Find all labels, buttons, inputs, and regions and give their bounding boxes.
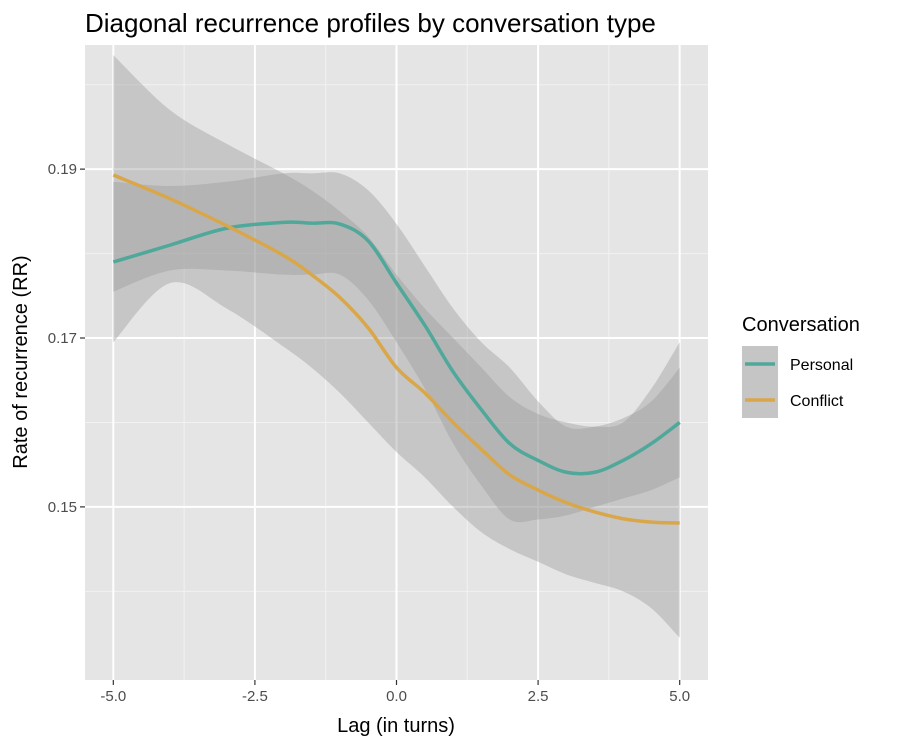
legend-label-personal: Personal: [790, 357, 853, 374]
x-tick-label: 2.5: [528, 688, 549, 705]
y-axis: 0.15 0.17 0.19: [48, 161, 85, 516]
x-tick-label: 5.0: [669, 688, 690, 705]
x-tick-label: 0.0: [386, 688, 407, 705]
y-tick-label: 0.15: [48, 499, 77, 516]
legend-title: Conversation: [742, 314, 860, 336]
legend: Conversation Personal Conflict: [742, 314, 860, 418]
x-tick-label: -2.5: [242, 688, 268, 705]
x-axis: -5.0 -2.5 0.0 2.5 5.0: [100, 680, 690, 705]
x-tick-label: -5.0: [100, 688, 126, 705]
y-tick-label: 0.19: [48, 161, 77, 178]
chart-title: Diagonal recurrence profiles by conversa…: [85, 8, 656, 38]
legend-label-conflict: Conflict: [790, 393, 844, 410]
y-tick-label: 0.17: [48, 330, 77, 347]
x-axis-title: Lag (in turns): [337, 715, 455, 737]
y-axis-title: Rate of recurrence (RR): [10, 255, 32, 468]
